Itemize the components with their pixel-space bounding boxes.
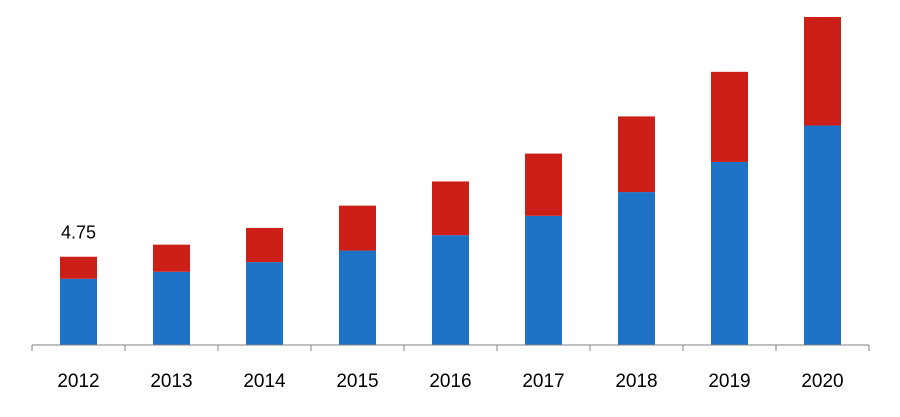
- bar-segment-2016-series-2: [432, 181, 469, 236]
- x-tick-label-2015: 2015: [336, 371, 378, 392]
- bar-segment-2015-series-1: [339, 250, 376, 345]
- x-tick-label-2014: 2014: [243, 371, 286, 392]
- x-axis-ticks: [31, 345, 870, 351]
- bar-segment-2015-series-2: [339, 205, 376, 251]
- bar-segment-2020-series-2: [804, 17, 841, 126]
- bar-segment-2012-series-1: [60, 278, 97, 345]
- bar-segment-2018-series-2: [618, 116, 655, 193]
- x-tick-label-2018: 2018: [615, 371, 657, 392]
- bar-segment-2013-series-1: [153, 271, 190, 345]
- bar-segment-2012-series-2: [60, 256, 97, 279]
- bar-segment-2019-series-2: [711, 71, 748, 162]
- x-tick-label-2019: 2019: [708, 371, 750, 392]
- data-labels: 4.75: [61, 223, 96, 243]
- x-tick-label-2017: 2017: [522, 371, 564, 392]
- bar-segment-2014-series-2: [246, 227, 283, 263]
- bar-segment-2016-series-1: [432, 235, 469, 345]
- bar-segment-2020-series-1: [804, 125, 841, 345]
- data-label-2012: 4.75: [61, 223, 96, 243]
- bar-segment-2014-series-1: [246, 262, 283, 345]
- x-tick-label-2012: 2012: [57, 371, 99, 392]
- x-axis-labels: 2012 2013 2014 2015 2016 2017 2018 2019 2020: [57, 371, 843, 392]
- bar-segment-2017-series-2: [525, 153, 562, 216]
- x-tick-label-2016: 2016: [429, 371, 471, 392]
- bar-segment-2013-series-2: [153, 244, 190, 272]
- x-tick-label-2013: 2013: [150, 371, 192, 392]
- bar-segment-2019-series-1: [711, 161, 748, 345]
- bar-segment-2018-series-1: [618, 192, 655, 345]
- bars-layer: [60, 17, 841, 345]
- x-tick-label-2020: 2020: [801, 371, 843, 392]
- bar-segment-2017-series-1: [525, 215, 562, 345]
